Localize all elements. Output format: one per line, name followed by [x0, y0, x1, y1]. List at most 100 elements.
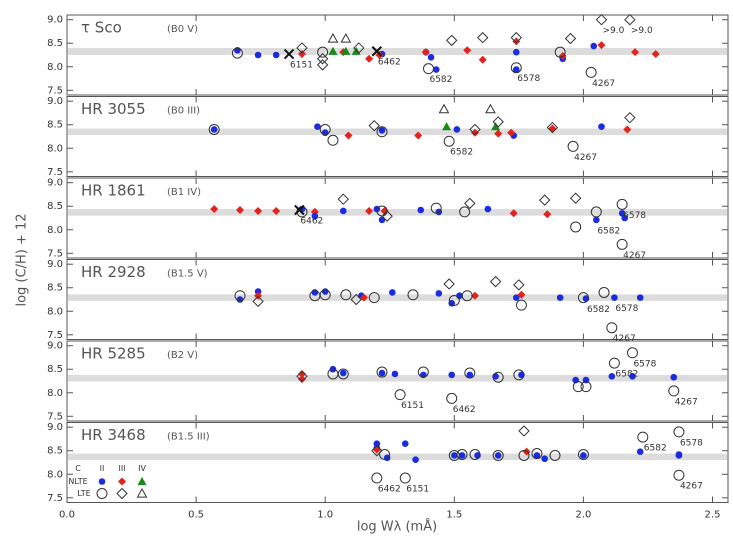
- data-point: [626, 347, 638, 359]
- data-point: [399, 472, 411, 484]
- data-point: [401, 440, 409, 447]
- data-point: [512, 48, 520, 56]
- point-label: 6151: [290, 61, 313, 71]
- point-label: 6462: [378, 58, 401, 68]
- y-tick-label: 8.5: [47, 201, 63, 212]
- data-point: [593, 216, 600, 224]
- data-point: [371, 472, 383, 484]
- data-point: [254, 288, 262, 295]
- x-axis-label: log Wλ (mÅ): [357, 519, 437, 535]
- y-tick-label: 9.0: [47, 422, 63, 433]
- data-point: [296, 370, 308, 383]
- data-point: [451, 452, 458, 459]
- data-point: [414, 131, 423, 140]
- data-point: [294, 204, 305, 216]
- data-point: [448, 449, 460, 461]
- legend-row-label: LTE: [77, 489, 90, 498]
- data-point: [321, 129, 329, 137]
- point-label: >9.0: [631, 26, 653, 36]
- data-point: [368, 119, 380, 132]
- data-point: [572, 381, 584, 393]
- data-point: [580, 381, 592, 393]
- data-point: [340, 32, 352, 43]
- data-point: [319, 289, 331, 301]
- data-point: [446, 392, 458, 404]
- point-label: 6578: [633, 359, 656, 369]
- data-point: [567, 140, 579, 152]
- data-point: [509, 209, 518, 218]
- x-tick-label: 2.5: [705, 510, 721, 521]
- band: [68, 47, 727, 55]
- data-point: [456, 449, 468, 460]
- data-point: [461, 290, 473, 302]
- data-point: [512, 294, 520, 301]
- point-label: 6462: [453, 405, 476, 415]
- data-point: [491, 122, 501, 131]
- panel-subtitle: (B2 V): [167, 350, 198, 361]
- point-label: 6582: [615, 370, 638, 380]
- data-point: [314, 123, 321, 130]
- data-point: [621, 214, 629, 222]
- point-label: 6151: [406, 485, 429, 495]
- data-point: [464, 367, 476, 379]
- data-point: [421, 48, 430, 57]
- data-point: [590, 206, 602, 218]
- y-tick-label: 9.0: [47, 15, 63, 26]
- data-point: [339, 369, 347, 377]
- data-point: [580, 452, 587, 459]
- data-point: [651, 50, 660, 59]
- data-point: [297, 50, 306, 59]
- data-point: [469, 449, 481, 460]
- data-point: [492, 116, 504, 128]
- data-point: [549, 449, 561, 461]
- data-point: [518, 425, 530, 437]
- data-point: [531, 448, 543, 460]
- band: [68, 128, 727, 136]
- y-tick-label: 7.5: [47, 167, 63, 178]
- data-point: [365, 206, 374, 215]
- point-label: 6578: [680, 438, 703, 448]
- data-point: [507, 128, 516, 137]
- data-point: [341, 46, 351, 55]
- data-point: [606, 322, 618, 334]
- point-label: 6582: [587, 305, 610, 315]
- data-point: [513, 369, 525, 381]
- data-point: [443, 135, 455, 147]
- data-point: [417, 366, 429, 378]
- panel-subtitle: (B1.5 III): [167, 432, 210, 443]
- data-point: [466, 371, 474, 379]
- data-point: [254, 51, 262, 59]
- panel-frame: [66, 177, 729, 259]
- point-label: 4267: [592, 79, 615, 89]
- data-point: [543, 210, 552, 219]
- panel-frame: [66, 14, 729, 96]
- data-point: [381, 210, 393, 222]
- data-point: [624, 13, 636, 26]
- data-point: [442, 122, 452, 131]
- panel-frame: [66, 422, 729, 503]
- data-point: [235, 206, 244, 214]
- data-point: [453, 126, 461, 133]
- y-tick-label: 8.0: [47, 306, 63, 317]
- panel-subtitle: (B0 V): [167, 24, 198, 35]
- data-point: [569, 192, 582, 204]
- band: [68, 453, 727, 461]
- data-point: [469, 123, 481, 136]
- y-tick-label: 9.0: [47, 341, 63, 352]
- data-point: [510, 31, 522, 44]
- data-point: [598, 123, 605, 130]
- data-point: [608, 372, 616, 380]
- data-point: [316, 53, 329, 65]
- data-point: [484, 205, 492, 213]
- point-label: 6578: [623, 211, 646, 221]
- panel-frame: [66, 96, 729, 177]
- panel-title: τ Sco: [81, 19, 122, 37]
- y-tick-label: 9.0: [47, 178, 63, 189]
- data-point: [319, 123, 331, 135]
- data-point: [577, 292, 589, 304]
- data-point: [210, 205, 219, 214]
- data-point: [430, 202, 442, 214]
- point-label: 6462: [300, 217, 323, 227]
- panel-frame: [66, 340, 729, 422]
- data-point: [339, 207, 347, 215]
